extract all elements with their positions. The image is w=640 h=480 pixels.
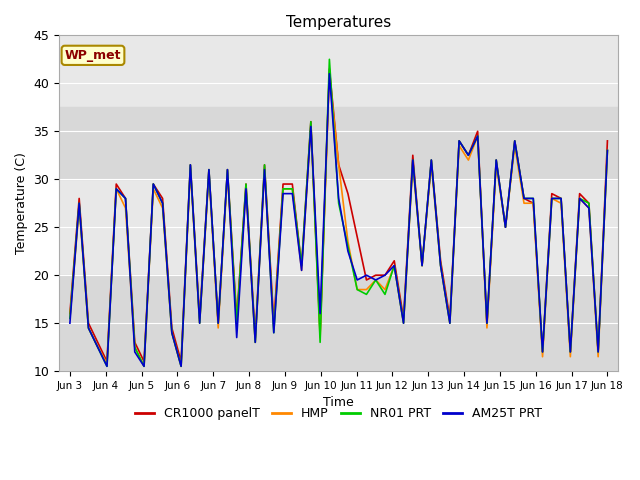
- Line: CR1000 panelT: CR1000 panelT: [70, 69, 607, 361]
- NR01 PRT: [159, 200, 166, 206]
- Line: NR01 PRT: NR01 PRT: [70, 60, 607, 366]
- NR01 PRT: [604, 147, 611, 153]
- CR1000 panelT: [363, 277, 371, 283]
- AM25T PRT: [66, 320, 74, 326]
- NR01 PRT: [363, 291, 371, 297]
- CR1000 panelT: [84, 320, 92, 326]
- HMP: [326, 71, 333, 77]
- CR1000 panelT: [103, 359, 111, 364]
- HMP: [122, 205, 129, 211]
- NR01 PRT: [214, 320, 222, 326]
- CR1000 panelT: [326, 66, 333, 72]
- Title: Temperatures: Temperatures: [286, 15, 391, 30]
- CR1000 panelT: [214, 320, 222, 326]
- Bar: [59, 275, 618, 371]
- NR01 PRT: [103, 363, 111, 369]
- Text: WP_met: WP_met: [65, 49, 121, 62]
- AM25T PRT: [103, 363, 111, 369]
- HMP: [66, 315, 74, 321]
- NR01 PRT: [84, 325, 92, 331]
- NR01 PRT: [131, 344, 139, 350]
- HMP: [474, 133, 481, 139]
- HMP: [140, 363, 148, 369]
- AM25T PRT: [131, 349, 139, 355]
- NR01 PRT: [66, 315, 74, 321]
- Y-axis label: Temperature (C): Temperature (C): [15, 152, 28, 254]
- Bar: [59, 108, 618, 179]
- NR01 PRT: [474, 133, 481, 139]
- CR1000 panelT: [159, 195, 166, 201]
- Line: HMP: HMP: [70, 74, 607, 366]
- CR1000 panelT: [474, 128, 481, 134]
- NR01 PRT: [326, 57, 333, 62]
- HMP: [84, 325, 92, 331]
- AM25T PRT: [326, 71, 333, 77]
- HMP: [159, 205, 166, 211]
- AM25T PRT: [604, 147, 611, 153]
- X-axis label: Time: Time: [323, 396, 354, 409]
- AM25T PRT: [84, 325, 92, 331]
- Legend: CR1000 panelT, HMP, NR01 PRT, AM25T PRT: CR1000 panelT, HMP, NR01 PRT, AM25T PRT: [130, 402, 547, 425]
- AM25T PRT: [474, 133, 481, 139]
- AM25T PRT: [214, 320, 222, 326]
- AM25T PRT: [363, 272, 371, 278]
- Line: AM25T PRT: AM25T PRT: [70, 74, 607, 366]
- CR1000 panelT: [66, 311, 74, 316]
- HMP: [214, 325, 222, 331]
- HMP: [604, 147, 611, 153]
- CR1000 panelT: [131, 339, 139, 345]
- HMP: [363, 287, 371, 292]
- AM25T PRT: [159, 200, 166, 206]
- CR1000 panelT: [604, 138, 611, 144]
